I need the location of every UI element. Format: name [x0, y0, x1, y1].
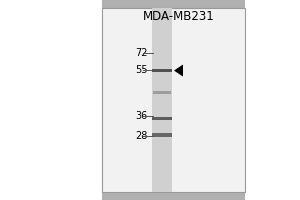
Polygon shape — [174, 65, 183, 77]
Bar — [152, 133, 172, 137]
Text: 36: 36 — [136, 111, 148, 121]
Text: 72: 72 — [136, 48, 148, 58]
Bar — [152, 117, 172, 120]
Text: MDA-MB231: MDA-MB231 — [142, 9, 214, 22]
Bar — [153, 91, 171, 94]
Bar — [245, 0, 300, 200]
Bar — [102, 8, 245, 192]
Bar — [152, 69, 172, 72]
Text: 28: 28 — [136, 131, 148, 141]
Text: 55: 55 — [136, 65, 148, 75]
Bar — [152, 8, 172, 192]
Bar — [0, 0, 102, 200]
